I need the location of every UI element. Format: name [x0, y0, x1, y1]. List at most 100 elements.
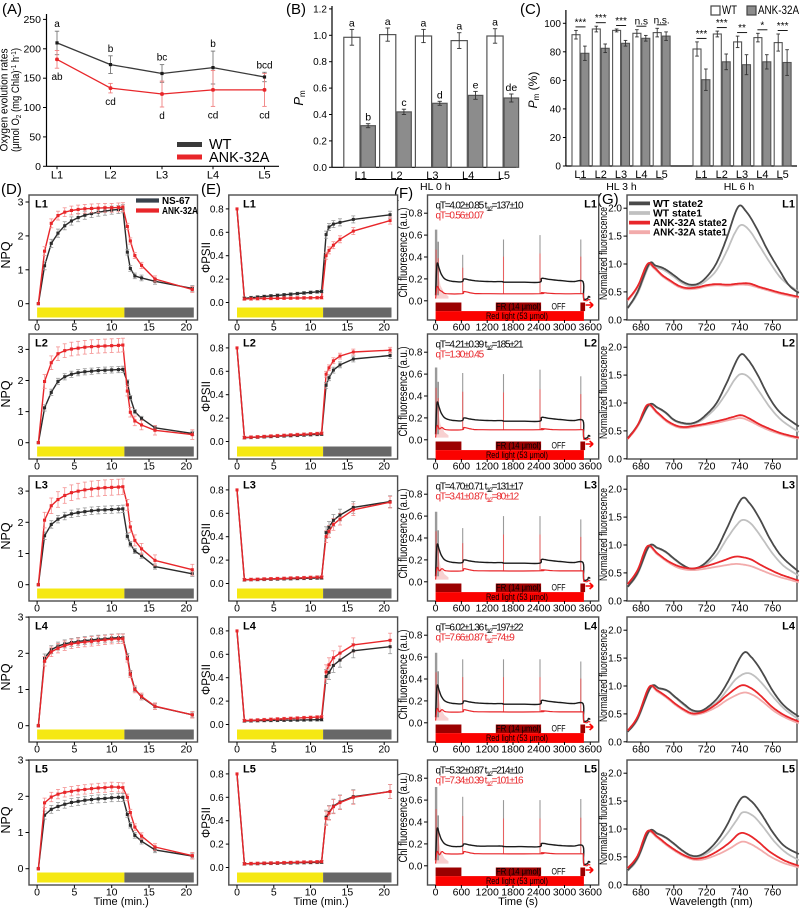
svg-text:qT=3.41±0.87 t1/2=80±12: qT=3.41±0.87 t1/2=80±12 — [436, 492, 520, 505]
svg-text:15: 15 — [342, 887, 354, 899]
svg-text:de: de — [506, 82, 518, 94]
svg-text:ANK-32A: ANK-32A — [209, 150, 270, 166]
svg-text:760: 760 — [764, 461, 782, 473]
svg-text:20: 20 — [378, 887, 390, 899]
svg-text:0.0: 0.0 — [210, 298, 224, 309]
svg-text:0.5: 0.5 — [608, 426, 622, 437]
svg-text:0.0: 0.0 — [210, 437, 224, 448]
svg-text:L2: L2 — [390, 170, 402, 182]
svg-text:NS-67: NS-67 — [162, 196, 190, 207]
svg-text:3000: 3000 — [553, 461, 577, 473]
svg-text:0.0: 0.0 — [608, 596, 622, 607]
svg-text:ΦPSII: ΦPSII — [201, 807, 213, 838]
svg-text:0.8: 0.8 — [409, 348, 423, 359]
svg-text:0: 0 — [18, 863, 24, 875]
svg-text:NPQ: NPQ — [0, 380, 13, 407]
svg-text:720: 720 — [698, 603, 716, 615]
svg-text:1800: 1800 — [501, 603, 525, 615]
svg-text:d: d — [437, 89, 443, 101]
svg-text:0.6: 0.6 — [313, 84, 327, 95]
svg-text:0.4: 0.4 — [210, 816, 224, 827]
svg-text:b: b — [108, 44, 114, 55]
svg-text:10: 10 — [305, 744, 317, 756]
svg-text:0.4: 0.4 — [409, 392, 423, 403]
svg-text:Normalized fluorescence: Normalized fluorescence — [598, 772, 610, 865]
svg-text:5: 5 — [271, 887, 277, 899]
svg-text:L1: L1 — [584, 199, 597, 211]
svg-text:n.s.: n.s. — [654, 15, 670, 26]
svg-text:3600: 3600 — [579, 322, 603, 334]
svg-text:(F): (F) — [394, 185, 413, 202]
svg-text:0.4: 0.4 — [313, 110, 327, 121]
svg-text:2400: 2400 — [527, 322, 551, 334]
svg-text:5: 5 — [71, 744, 77, 756]
svg-text:0.4: 0.4 — [409, 253, 423, 264]
svg-text:0: 0 — [34, 744, 40, 756]
svg-text:15: 15 — [342, 461, 354, 473]
svg-text:0.2: 0.2 — [313, 136, 327, 147]
svg-text:760: 760 — [764, 322, 782, 334]
svg-text:n.s: n.s — [635, 17, 648, 28]
svg-text:1: 1 — [18, 684, 24, 696]
svg-text:600: 600 — [453, 461, 471, 473]
svg-text:L5: L5 — [35, 764, 48, 776]
svg-text:NPQ: NPQ — [0, 241, 13, 268]
svg-text:0.6: 0.6 — [210, 650, 224, 661]
svg-text:20: 20 — [378, 461, 390, 473]
svg-text:0: 0 — [18, 437, 24, 449]
svg-text:0.2: 0.2 — [210, 414, 224, 425]
svg-text:740: 740 — [731, 603, 749, 615]
svg-text:(D): (D) — [1, 181, 22, 198]
svg-text:0.2: 0.2 — [409, 839, 423, 850]
svg-text:FR (14 μmol): FR (14 μmol) — [496, 724, 541, 735]
svg-text:0.2: 0.2 — [210, 556, 224, 567]
svg-text:cd: cd — [208, 110, 219, 121]
svg-text:0.8: 0.8 — [210, 204, 224, 215]
svg-text:Chl fluoresence (a.u.): Chl fluoresence (a.u.) — [398, 772, 410, 862]
svg-text:0.8: 0.8 — [409, 774, 423, 785]
svg-text:NPQ: NPQ — [0, 663, 13, 690]
svg-text:0.5: 0.5 — [608, 287, 622, 298]
svg-text:L4: L4 — [243, 621, 257, 633]
svg-text:740: 740 — [731, 322, 749, 334]
svg-text:720: 720 — [698, 322, 716, 334]
svg-text:10: 10 — [305, 887, 317, 899]
svg-text:2.0: 2.0 — [608, 204, 622, 215]
svg-text:OFF: OFF — [552, 302, 566, 313]
svg-text:1: 1 — [18, 406, 24, 418]
svg-text:0: 0 — [34, 603, 40, 615]
svg-text:0.2: 0.2 — [409, 413, 423, 424]
svg-text:L5: L5 — [498, 170, 510, 182]
svg-text:760: 760 — [764, 603, 782, 615]
svg-text:0: 0 — [234, 461, 240, 473]
svg-text:L4: L4 — [462, 170, 474, 182]
svg-text:0.4: 0.4 — [409, 675, 423, 686]
svg-text:cd: cd — [259, 110, 270, 121]
svg-text:0: 0 — [34, 887, 40, 899]
svg-text:a: a — [54, 19, 60, 30]
svg-text:ab: ab — [51, 72, 63, 83]
svg-text:0.4: 0.4 — [210, 390, 224, 401]
svg-text:L2: L2 — [782, 338, 795, 350]
svg-text:WT: WT — [722, 5, 737, 17]
svg-text:Oxygen evolution rates: Oxygen evolution rates — [0, 48, 11, 151]
svg-text:10: 10 — [305, 322, 317, 334]
svg-text:0.8: 0.8 — [313, 57, 327, 68]
svg-text:0.4: 0.4 — [210, 673, 224, 684]
svg-text:cd: cd — [105, 97, 116, 108]
svg-text:0.0: 0.0 — [608, 454, 622, 465]
svg-text:L1: L1 — [574, 169, 586, 181]
svg-text:1800: 1800 — [501, 461, 525, 473]
svg-text:0: 0 — [34, 461, 40, 473]
svg-text:5: 5 — [71, 461, 77, 473]
svg-text:L1: L1 — [782, 199, 795, 211]
svg-text:3000: 3000 — [553, 322, 577, 334]
svg-text:b: b — [365, 112, 371, 124]
svg-text:*: * — [760, 20, 764, 31]
svg-text:OFF: OFF — [552, 583, 566, 594]
svg-text:3: 3 — [18, 486, 24, 498]
svg-text:10: 10 — [305, 603, 317, 615]
svg-text:b: b — [210, 39, 216, 50]
svg-text:0: 0 — [18, 298, 24, 310]
svg-text:qT=1.30±0.45: qT=1.30±0.45 — [436, 350, 485, 361]
